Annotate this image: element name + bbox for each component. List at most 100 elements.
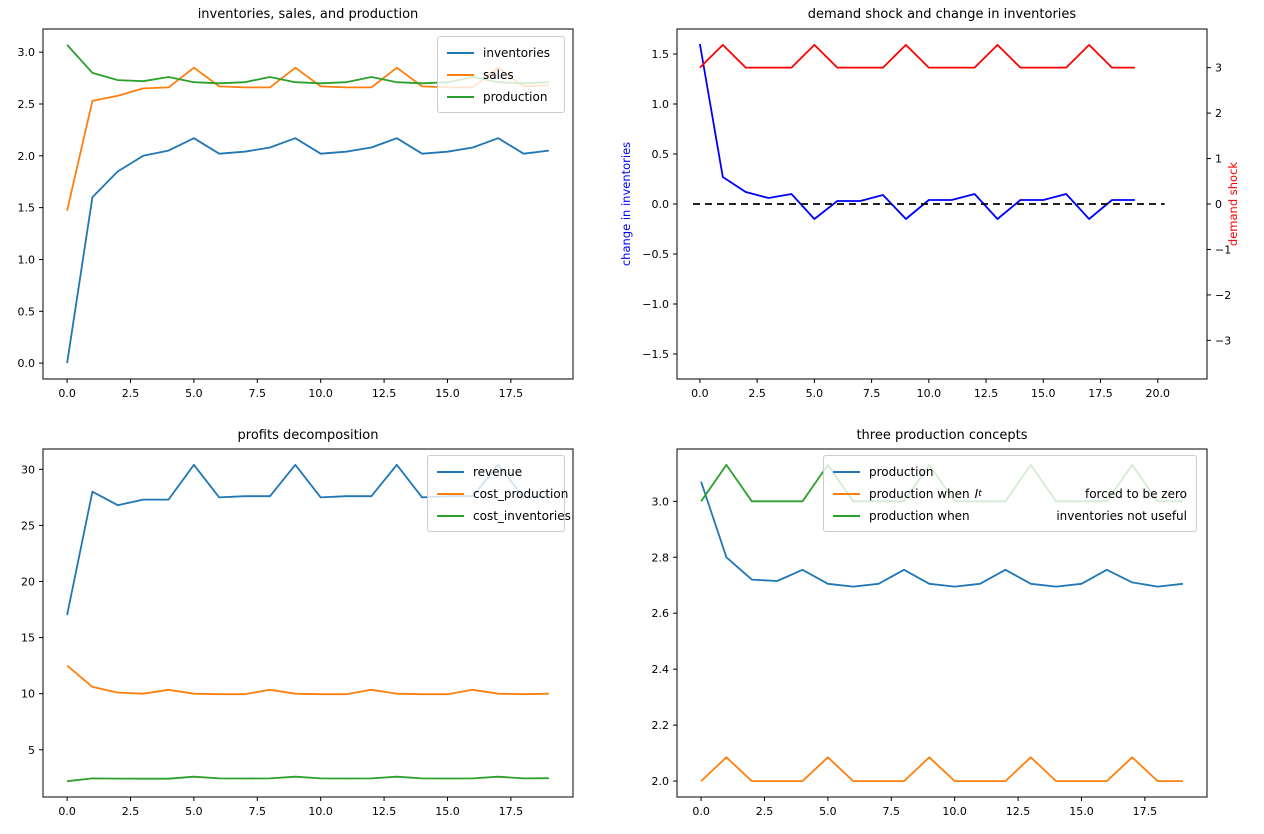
x-tick-label: 15.0: [1069, 805, 1094, 818]
legend-line-swatch: [437, 492, 464, 495]
y-tick-label: 2.2: [652, 719, 670, 732]
x-tick-label: 20.0: [1146, 387, 1171, 400]
legend-line-swatch: [437, 514, 464, 517]
y-tick-label: 30: [21, 463, 35, 476]
x-tick-label: 12.5: [974, 387, 999, 400]
x-tick-label: 0.0: [691, 387, 709, 400]
x-tick-label: 2.5: [756, 805, 774, 818]
y-tick-label: 0.0: [18, 357, 36, 370]
x-tick-label: 10.0: [942, 805, 967, 818]
y-axis-label-change-in-inventories: change in inventories: [619, 141, 633, 267]
math-variable-I: I: [974, 486, 979, 501]
axes-0: 0.0 2.5 5.0 7.5 10.0 12.5 15.0 17.5 0.0 0.5 1.0 1.5…: [18, 28, 574, 400]
axes-2: 0.0 2.5 5.0 7.5 10.0 12.5 15.0 17.5 5 10 15 20 25 30: [21, 448, 574, 818]
y-tick-label: 10: [21, 688, 35, 701]
x-tick-label: 7.5: [249, 805, 267, 818]
x-tick-label: 7.5: [863, 387, 881, 400]
y-tick-label: −1.5: [642, 348, 669, 361]
series-line-demand-shock: [699, 44, 1135, 69]
y-tick-label: 3.0: [18, 46, 36, 59]
chart-title-three-production-concepts: three production concepts: [856, 428, 1028, 443]
x-tick-label: 0.0: [692, 805, 710, 818]
y-tick-label: 2.6: [652, 607, 670, 620]
series-line-production-when-It-forced-to-be-zero: [700, 756, 1183, 782]
y-tick-label: 2.4: [652, 663, 670, 676]
legend-line-swatch: [447, 73, 474, 76]
y-tick-label: 0.5: [18, 305, 36, 318]
x-tick-label: 15.0: [435, 387, 460, 400]
legend-item-cost-production: cost_production: [437, 484, 568, 503]
y-axis-label-demand-shock: demand shock: [1226, 161, 1240, 247]
x-tick-label: 0.0: [58, 387, 76, 400]
right-y-tick-label: −1: [1215, 243, 1231, 256]
legend-line-swatch: [833, 470, 860, 473]
right-y-tick-label: −3: [1215, 334, 1231, 347]
y-tick-label: 15: [21, 632, 35, 645]
legend-item-revenue: revenue: [437, 462, 555, 481]
series-line-change-in-inventories: [699, 43, 1135, 220]
axes-1: 0.0 2.5 5.0 7.5 10.0 12.5 15.0 17.5 20.0−1.5−1.0…: [642, 28, 1231, 400]
series-line-cost_inventories: [67, 775, 549, 783]
legend-bottom-left: revenue cost_production cost_inventories: [427, 455, 571, 532]
x-tick-label: 10.0: [917, 387, 942, 400]
chart-title-demand-shock: demand shock and change in inventories: [807, 7, 1077, 22]
y-tick-label: 20: [21, 575, 35, 588]
x-tick-label: 17.5: [499, 805, 524, 818]
legend-item-production-inventories-not-useful: production when inventories not useful: [833, 506, 1187, 525]
chart-title-inventories-sales-production: inventories, sales, and production: [197, 7, 419, 22]
legend-item-production: production: [447, 87, 555, 106]
x-tick-label: 17.5: [1088, 387, 1113, 400]
y-tick-label: 1.5: [18, 202, 36, 215]
x-tick-label: 5.0: [819, 805, 837, 818]
y-tick-label: 2.0: [652, 775, 670, 788]
series-line-cost_production: [66, 664, 549, 696]
legend-item-sales: sales: [447, 65, 555, 84]
y-tick-label: 1.0: [18, 253, 36, 266]
x-tick-label: 12.5: [1006, 805, 1031, 818]
x-tick-label: 5.0: [185, 387, 203, 400]
series-line-inventories: [66, 137, 550, 364]
x-tick-label: 7.5: [883, 805, 901, 818]
math-subscript-t: t: [978, 488, 982, 499]
y-tick-label: −0.5: [642, 248, 669, 261]
x-tick-label: 17.5: [1133, 805, 1158, 818]
x-tick-label: 2.5: [122, 805, 140, 818]
y-tick-label: 2.8: [652, 551, 670, 564]
x-tick-label: 15.0: [1031, 387, 1056, 400]
legend-item-cost-inventories: cost_inventories: [437, 506, 571, 525]
x-tick-label: 10.0: [308, 805, 333, 818]
x-tick-label: 10.0: [308, 387, 333, 400]
right-y-tick-label: 3: [1215, 62, 1222, 75]
legend-line-swatch: [437, 470, 464, 473]
y-tick-label: 0.0: [652, 198, 670, 211]
y-tick-label: 1.0: [652, 98, 670, 111]
right-y-tick-label: 0: [1215, 198, 1222, 211]
x-tick-label: 0.0: [58, 805, 76, 818]
x-tick-label: 5.0: [185, 805, 203, 818]
legend-line-swatch: [833, 514, 860, 517]
right-y-tick-label: 1: [1215, 153, 1222, 166]
x-tick-label: 7.5: [249, 387, 267, 400]
y-tick-label: 2.5: [18, 98, 36, 111]
right-y-tick-label: −2: [1215, 289, 1231, 302]
legend-item-production: production: [833, 462, 1187, 481]
legend-item-inventories: inventories: [447, 43, 555, 62]
legend-top-left: inventories sales production: [437, 36, 565, 113]
y-tick-label: 0.5: [652, 148, 670, 161]
y-tick-label: 2.0: [18, 150, 36, 163]
right-y-tick-label: 2: [1215, 107, 1222, 120]
x-tick-label: 12.5: [372, 805, 397, 818]
y-tick-label: 5: [28, 744, 35, 757]
axes-spines: [42, 448, 574, 798]
axes-spines: [676, 448, 1208, 798]
x-tick-label: 5.0: [806, 387, 824, 400]
x-tick-label: 12.5: [372, 387, 397, 400]
y-tick-label: 3.0: [652, 495, 670, 508]
x-tick-label: 2.5: [122, 387, 140, 400]
y-tick-label: 1.5: [652, 48, 670, 61]
x-tick-label: 17.5: [499, 387, 524, 400]
